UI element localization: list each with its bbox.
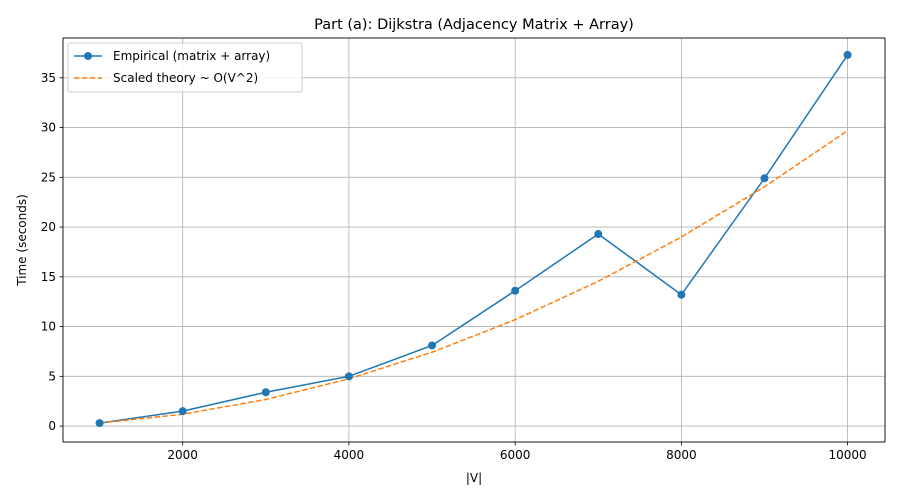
legend-box [67,42,303,93]
legend-label-empirical: Empirical (matrix + array) [113,49,270,63]
legend: Empirical (matrix + array) Scaled theory… [67,42,303,93]
axis-ticks: 2000 4000 6000 8000 10000 0 5 10 15 20 25 30 35 [41,71,867,462]
data-point-empirical [843,50,852,59]
y-tick-label: 30 [41,121,56,135]
data-point-empirical [261,388,270,397]
x-tick-label: 10000 [829,448,867,462]
data-point-empirical [677,290,686,299]
data-point-empirical [428,341,437,350]
y-tick-label: 35 [41,71,56,85]
series-line-empirical [99,54,849,424]
data-point-empirical [594,230,603,239]
y-tick-label: 10 [41,320,56,334]
data-point-empirical [178,407,187,416]
data-point-empirical [511,286,520,295]
y-axis-title: Time (seconds) [15,194,29,287]
x-tick-label: 8000 [666,448,697,462]
grid [63,38,885,442]
chart-title: Part (a): Dijkstra (Adjacency Matrix + A… [314,17,634,33]
x-axis-title: |V| [466,471,482,485]
y-tick-label: 5 [48,369,56,383]
x-tick-label: 6000 [500,448,531,462]
data-point-empirical [344,372,353,381]
data-point-empirical [95,419,104,428]
x-tick-label: 4000 [334,448,365,462]
legend-label-theory: Scaled theory ~ O(V^2) [113,71,258,85]
series-line-theory [99,130,849,424]
y-tick-label: 15 [41,270,56,284]
plot-series [95,50,852,428]
data-point-empirical [760,174,769,183]
legend-marker-empirical [84,52,92,60]
plot-frame [62,37,886,443]
y-tick-label: 20 [41,220,56,234]
x-tick-label: 2000 [167,448,198,462]
y-tick-label: 0 [48,419,56,433]
y-tick-label: 25 [41,170,56,184]
